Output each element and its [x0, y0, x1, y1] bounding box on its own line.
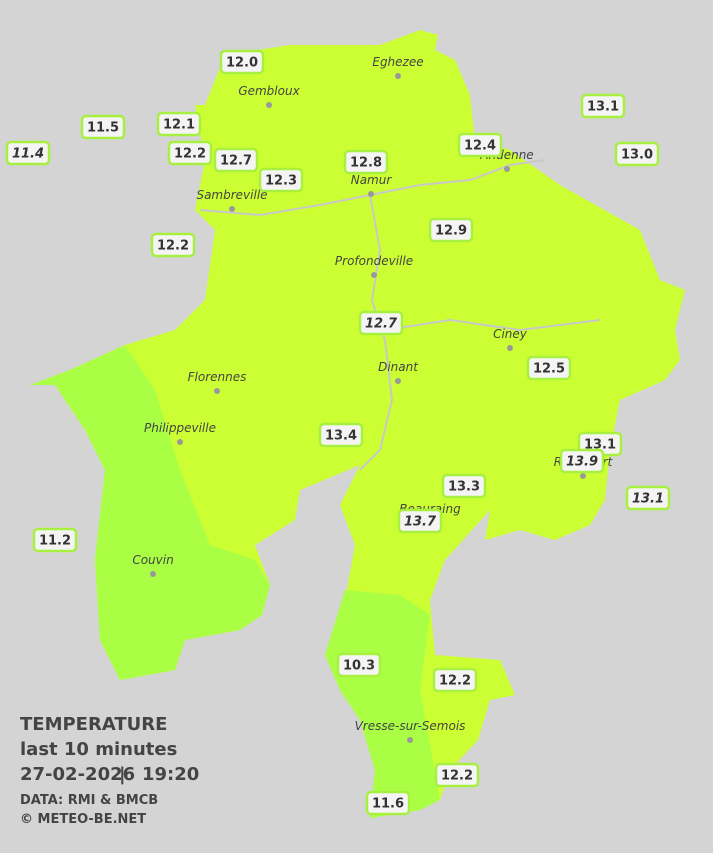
- station-value: 11.4: [12, 147, 44, 162]
- station-box: [614, 141, 660, 167]
- station-box: [625, 485, 671, 511]
- city-dot: [177, 439, 183, 445]
- station-box: [358, 310, 404, 336]
- station-value: 12.7: [220, 154, 252, 169]
- city-dot: [504, 166, 510, 172]
- station-value: 12.7: [365, 317, 398, 332]
- station-box: [441, 473, 487, 499]
- city-dot: [266, 102, 272, 108]
- city-dot: [214, 388, 220, 394]
- station-box: [397, 508, 443, 534]
- city-dot: [580, 473, 586, 479]
- city-dot: [371, 272, 377, 278]
- city-dot: [229, 206, 235, 212]
- city-label: Ciney: [493, 327, 528, 341]
- legend-subtitle: last 10 minutes: [20, 739, 177, 760]
- city-dot: [395, 73, 401, 79]
- station-box: [318, 422, 364, 448]
- city-label: Vresse-sur-Semois: [355, 719, 466, 733]
- station-box: [343, 149, 389, 175]
- station-value: 13.4: [325, 429, 357, 444]
- legend-title: TEMPERATURE: [20, 714, 167, 735]
- city-label: Philippeville: [144, 421, 216, 435]
- station-box: [258, 167, 304, 193]
- station-value: 12.5: [533, 362, 565, 377]
- station-box: [156, 111, 202, 137]
- station-box: [428, 217, 474, 243]
- legend: TEMPERATURE last 10 minutes 27-02-2026 |…: [20, 714, 199, 827]
- station-value: 12.3: [265, 174, 297, 189]
- station-box: [432, 667, 478, 693]
- city-label: Dinant: [378, 360, 419, 374]
- city-dot: [150, 571, 156, 577]
- city-label: Florennes: [188, 370, 247, 384]
- station-value: 12.8: [350, 156, 382, 171]
- station-box: [365, 790, 411, 816]
- station-value: 11.5: [87, 121, 119, 136]
- city-label: Eghezee: [372, 55, 423, 69]
- city-label: Couvin: [132, 553, 173, 567]
- station-value: 12.2: [439, 674, 471, 689]
- station-value: 12.9: [435, 224, 467, 239]
- station-box: [5, 140, 51, 166]
- cool-zone: [325, 590, 440, 818]
- city-dot: [407, 737, 413, 743]
- station-value: 13.9: [566, 455, 598, 470]
- station-box: [32, 527, 78, 553]
- legend-date: 27-02-2026: [20, 764, 135, 785]
- station-value: 12.2: [157, 239, 189, 254]
- station-box: [580, 93, 626, 119]
- station-box: [167, 140, 213, 166]
- station-value: 12.4: [464, 139, 496, 154]
- legend-separator: |: [119, 764, 126, 785]
- city-label: Gembloux: [238, 84, 300, 98]
- city-label: Profondeville: [335, 254, 413, 268]
- station-value: 11.2: [39, 534, 71, 549]
- station-value: 13.7: [404, 515, 437, 530]
- station-value: 12.2: [174, 147, 206, 162]
- station-box: [559, 448, 605, 474]
- station-value: 12.2: [441, 769, 473, 784]
- station-box: [434, 762, 480, 788]
- station-value: 13.0: [621, 148, 653, 163]
- station-value: 11.6: [372, 797, 404, 812]
- station-value: 13.3: [448, 480, 480, 495]
- legend-time: 19:20: [142, 764, 199, 785]
- station-value: 12.0: [226, 56, 258, 71]
- station-box: [80, 114, 126, 140]
- station-box: [526, 355, 572, 381]
- city-label: Namur: [351, 173, 393, 187]
- legend-source: DATA: RMI & BMCB: [20, 793, 158, 808]
- city-dot: [507, 345, 513, 351]
- station-box: [150, 232, 196, 258]
- station-value: 13.1: [587, 100, 619, 115]
- station-box: [213, 147, 259, 173]
- station-value: 13.1: [632, 492, 664, 507]
- legend-copyright: © METEO-BE.NET: [20, 812, 146, 827]
- station-value: 10.3: [343, 659, 375, 674]
- station-box: [457, 132, 503, 158]
- station-box: [219, 49, 265, 75]
- city-label: Sambreville: [196, 188, 267, 202]
- cool-zone: [30, 345, 270, 680]
- station-box: [336, 652, 382, 678]
- station-value: 12.1: [163, 118, 195, 133]
- city-dot: [368, 191, 374, 197]
- city-dot: [395, 378, 401, 384]
- river: [199, 159, 601, 471]
